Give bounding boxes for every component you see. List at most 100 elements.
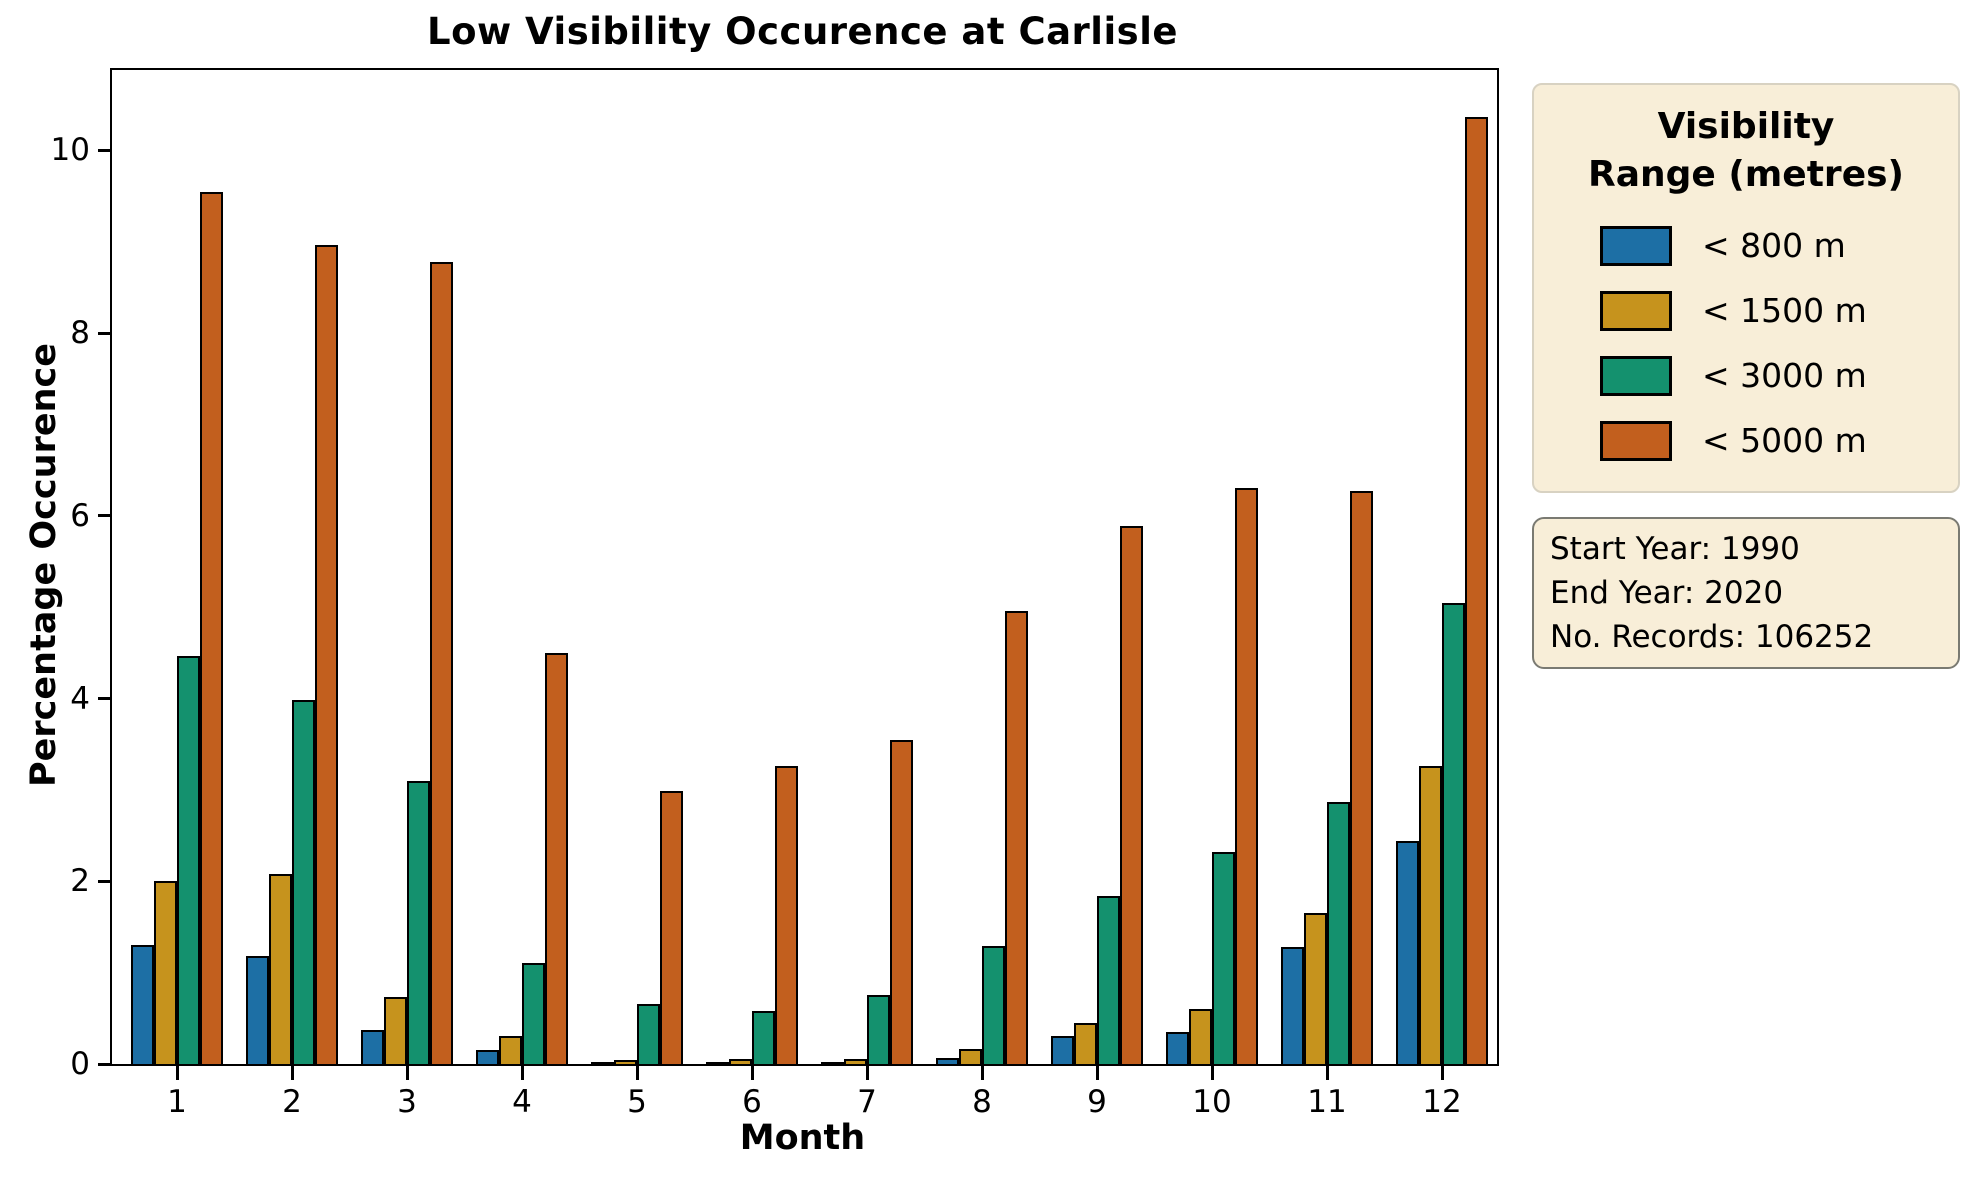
y-tick-mark bbox=[98, 697, 112, 701]
x-tick-mark bbox=[1095, 1066, 1099, 1080]
bar-month6-5000m bbox=[775, 766, 798, 1064]
bar-month8-5000m bbox=[1005, 610, 1028, 1064]
y-tick-label: 2 bbox=[70, 863, 90, 900]
x-tick-mark bbox=[1325, 1066, 1329, 1080]
y-axis-label: Percentage Occurence bbox=[24, 343, 64, 787]
bar-month6-800m bbox=[706, 1062, 729, 1064]
bar-month9-5000m bbox=[1120, 525, 1143, 1064]
legend-label: < 1500 m bbox=[1702, 291, 1867, 330]
bar-month2-1500m bbox=[269, 873, 292, 1064]
legend-entry: < 1500 m bbox=[1534, 278, 1958, 343]
bar-month11-1500m bbox=[1304, 913, 1327, 1064]
bar-month9-1500m bbox=[1074, 1022, 1097, 1064]
annotation-box: Start Year: 1990 End Year: 2020 No. Reco… bbox=[1532, 517, 1960, 669]
annotation-record-count: No. Records: 106252 bbox=[1550, 619, 1874, 655]
bar-month3-1500m bbox=[384, 997, 407, 1064]
x-tick-label: 6 bbox=[742, 1084, 762, 1120]
bar-month10-3000m bbox=[1212, 852, 1235, 1064]
bar-month11-800m bbox=[1281, 947, 1304, 1064]
y-tick-label: 4 bbox=[70, 680, 90, 717]
bar-month4-5000m bbox=[545, 652, 568, 1064]
bar-month3-3000m bbox=[407, 780, 430, 1064]
x-tick-label: 9 bbox=[1087, 1084, 1107, 1120]
y-tick-mark bbox=[98, 879, 112, 883]
legend: Visibility Range (metres) < 800 m < 1500 … bbox=[1532, 83, 1960, 493]
bar-month7-800m bbox=[821, 1062, 844, 1064]
annotation-start-year: Start Year: 1990 bbox=[1550, 531, 1800, 567]
bar-month10-800m bbox=[1166, 1032, 1189, 1064]
bar-month1-800m bbox=[131, 945, 154, 1064]
x-tick-mark bbox=[635, 1066, 639, 1080]
x-axis-label: Month bbox=[739, 1118, 866, 1158]
legend-entries: < 800 m < 1500 m < 3000 m < 5000 m bbox=[1534, 213, 1958, 473]
chart-title: Low Visibility Occurence at Carlisle bbox=[427, 10, 1178, 53]
y-tick-mark bbox=[98, 514, 112, 518]
legend-swatch bbox=[1600, 290, 1672, 331]
bar-month12-3000m bbox=[1442, 602, 1465, 1064]
legend-swatch bbox=[1600, 420, 1672, 461]
bar-month4-3000m bbox=[522, 962, 545, 1064]
x-tick-mark bbox=[290, 1066, 294, 1080]
legend-swatch bbox=[1600, 355, 1672, 396]
bar-month8-3000m bbox=[982, 946, 1005, 1064]
bar-month10-5000m bbox=[1235, 488, 1258, 1064]
legend-entry: < 5000 m bbox=[1534, 408, 1958, 473]
x-tick-label: 8 bbox=[972, 1084, 992, 1120]
annotation-end-year: End Year: 2020 bbox=[1550, 575, 1784, 611]
x-tick-mark bbox=[175, 1066, 179, 1080]
y-tick-mark bbox=[98, 1062, 112, 1066]
bar-month3-5000m bbox=[430, 261, 453, 1064]
legend-label: < 3000 m bbox=[1702, 356, 1867, 395]
bar-month10-1500m bbox=[1189, 1009, 1212, 1064]
bar-month5-3000m bbox=[637, 1003, 660, 1064]
y-tick-label: 6 bbox=[70, 497, 90, 534]
legend-entry: < 800 m bbox=[1534, 213, 1958, 278]
bar-month4-800m bbox=[476, 1050, 499, 1064]
bar-month3-800m bbox=[361, 1030, 384, 1064]
x-tick-label: 2 bbox=[282, 1084, 302, 1120]
bar-month5-5000m bbox=[660, 790, 683, 1064]
x-tick-mark bbox=[1210, 1066, 1214, 1080]
legend-title-line2: Range (metres) bbox=[1587, 154, 1904, 195]
x-tick-mark bbox=[750, 1066, 754, 1080]
bar-month1-5000m bbox=[200, 192, 223, 1064]
x-tick-label: 11 bbox=[1307, 1084, 1347, 1120]
legend-title: Visibility Range (metres) bbox=[1534, 103, 1958, 199]
x-tick-label: 12 bbox=[1422, 1084, 1462, 1120]
y-tick-label: 10 bbox=[50, 132, 90, 169]
bar-month12-1500m bbox=[1419, 766, 1442, 1064]
x-tick-label: 4 bbox=[512, 1084, 532, 1120]
bar-month1-3000m bbox=[177, 655, 200, 1064]
x-tick-label: 7 bbox=[857, 1084, 877, 1120]
bar-month6-1500m bbox=[729, 1058, 752, 1064]
y-tick-mark bbox=[98, 331, 112, 335]
bar-month8-1500m bbox=[959, 1049, 982, 1064]
legend-label: < 5000 m bbox=[1702, 421, 1867, 460]
legend-title-line1: Visibility bbox=[1657, 106, 1835, 147]
bar-month2-5000m bbox=[315, 245, 338, 1064]
bar-month5-800m bbox=[591, 1062, 614, 1064]
bar-month11-5000m bbox=[1350, 491, 1373, 1064]
plot-area: 0 2 4 6 8 10 1 2 3 4 5 6 7 8 9 10 11 12 bbox=[51, 68, 1499, 1120]
bar-month7-1500m bbox=[844, 1059, 867, 1064]
bar-month12-800m bbox=[1396, 841, 1419, 1064]
x-tick-mark bbox=[980, 1066, 984, 1080]
x-tick-label: 1 bbox=[167, 1084, 187, 1120]
y-tick-mark bbox=[98, 148, 112, 152]
bar-month9-3000m bbox=[1097, 895, 1120, 1064]
x-tick-mark bbox=[865, 1066, 869, 1080]
bar-month5-1500m bbox=[614, 1060, 637, 1064]
bar-month7-5000m bbox=[890, 739, 913, 1064]
bar-month12-5000m bbox=[1465, 116, 1488, 1064]
bar-month11-3000m bbox=[1327, 801, 1350, 1064]
bar-month4-1500m bbox=[499, 1035, 522, 1064]
bar-month2-3000m bbox=[292, 700, 315, 1064]
bar-month9-800m bbox=[1051, 1035, 1074, 1064]
bar-month7-3000m bbox=[867, 994, 890, 1064]
x-tick-label: 10 bbox=[1192, 1084, 1232, 1120]
y-tick-label: 8 bbox=[70, 315, 90, 352]
x-tick-mark bbox=[405, 1066, 409, 1080]
legend-entry: < 3000 m bbox=[1534, 343, 1958, 408]
legend-label: < 800 m bbox=[1702, 226, 1846, 265]
